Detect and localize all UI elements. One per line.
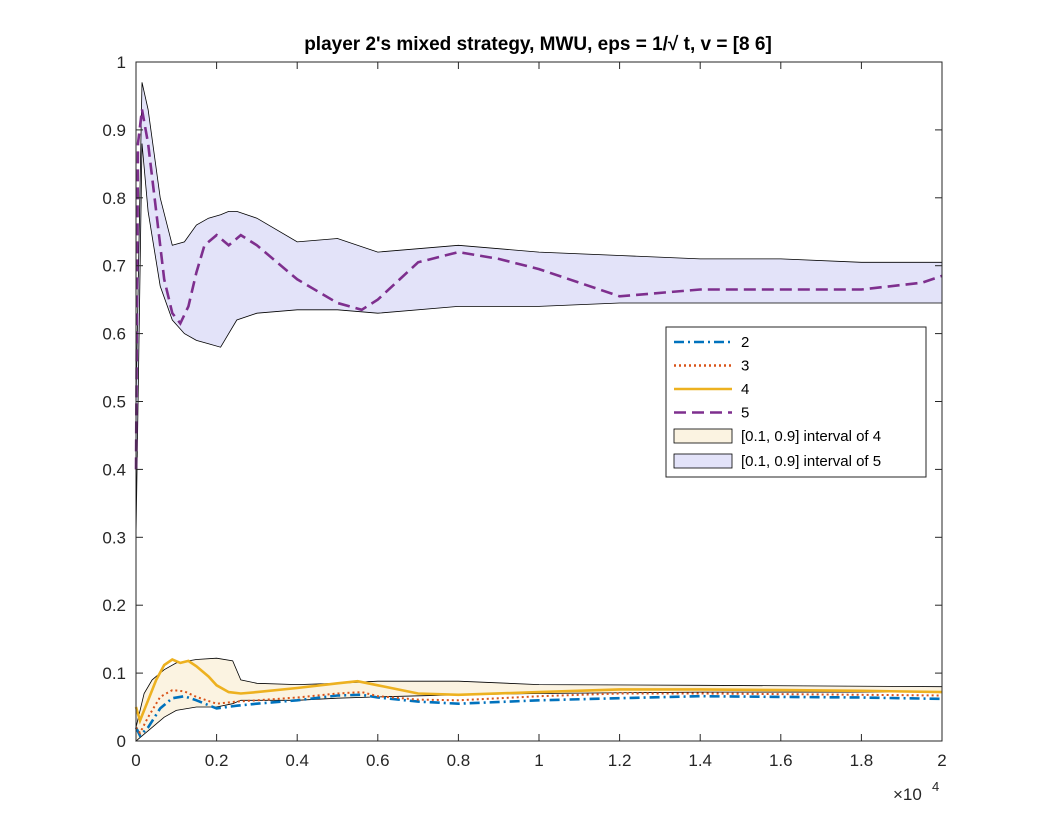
y-tick-label: 0.1 [102,664,126,683]
y-tick-label: 0 [117,732,126,751]
x-tick-label: 0.6 [366,751,390,770]
legend: 2 3 4 5 [0.1, 0.9] interval of 4 [0.1, 0.9] i… [665,326,927,478]
y-tick-label: 0.2 [102,596,126,615]
series-2-line [134,693,943,738]
y-tick-label: 0.9 [102,121,126,140]
y-tick-label: 0.5 [102,393,126,412]
x-tick-label: 1 [534,751,543,770]
x-tick-label: 0.8 [447,751,471,770]
chart-title: player 2's mixed strategy, MWU, eps = 1/… [304,34,772,55]
series-3-line [135,689,943,735]
y-tick-label: 0.8 [102,189,126,208]
y-tick-label: 0.6 [102,325,126,344]
x-exponent-label: ×10 4 [893,779,939,804]
axis-ticks: 0 0.2 0.4 0.6 0.8 1 1.2 1.4 1.6 1.8 2 0 0.1 0.2 0.3 0.4… [102,53,946,770]
x-tick-label: 0.4 [285,751,309,770]
series-4-line [134,658,943,725]
x-exponent-base: ×10 [893,785,922,804]
x-tick-label: 0.2 [205,751,229,770]
x-tick-label: 2 [937,751,946,770]
legend-label-3: 3 [741,358,749,375]
legend-band-label-2: [0.1, 0.9] interval of 5 [741,453,881,470]
legend-label-5: 5 [741,405,749,422]
y-tick-label: 1 [117,53,126,72]
y-tick-label: 0.3 [102,528,126,547]
x-tick-label: 1.4 [688,751,712,770]
x-tick-label: 1.6 [769,751,793,770]
y-tick-label: 0.4 [102,460,126,479]
legend-label-2: 2 [741,334,749,351]
x-tick-label: 1.8 [850,751,874,770]
series-5-line [134,109,943,470]
x-exponent-power: 4 [932,779,939,794]
y-tick-label: 0.7 [102,257,126,276]
x-tick-label: 0 [131,751,140,770]
data-series [134,109,943,738]
legend-label-4: 4 [741,381,749,398]
legend-band-label-1: [0.1, 0.9] interval of 4 [741,428,881,445]
legend-band-swatch-1 [673,428,733,444]
x-tick-label: 1.2 [608,751,632,770]
legend-band-swatch-2 [673,453,733,469]
legend-box [665,326,927,478]
